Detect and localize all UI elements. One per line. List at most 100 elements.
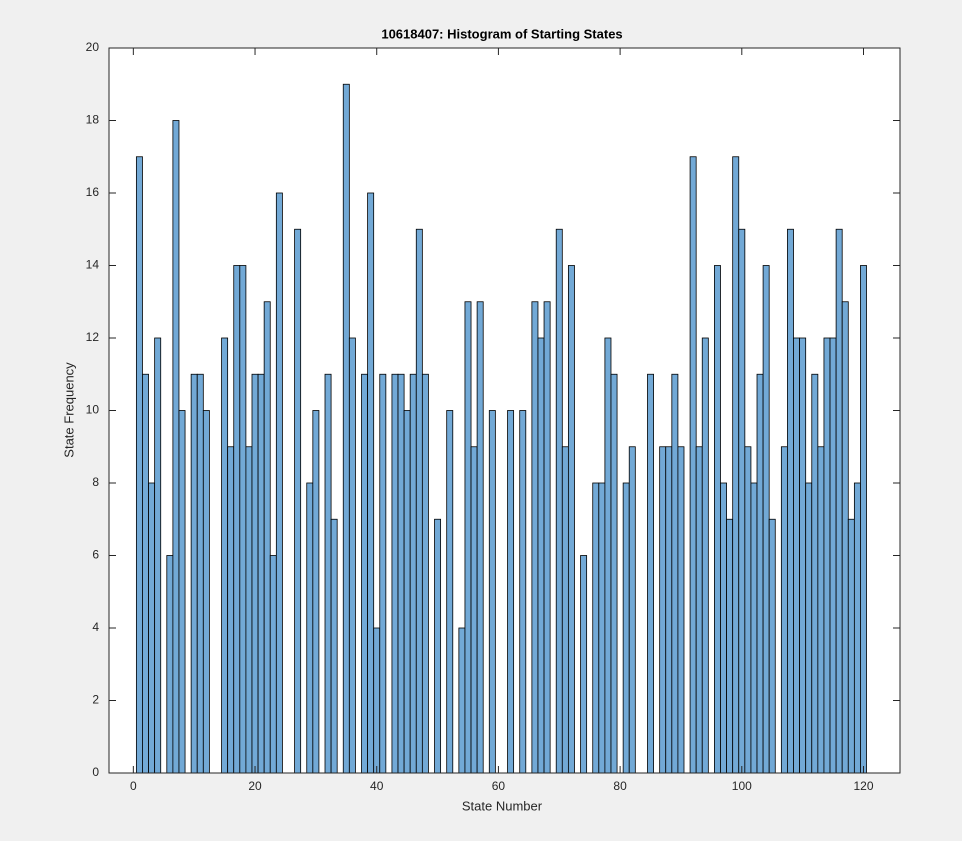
bar bbox=[695, 446, 703, 774]
bar bbox=[628, 446, 636, 774]
y-tick-label: 14 bbox=[86, 258, 100, 272]
x-tick-label: 20 bbox=[248, 779, 262, 793]
x-tick-label: 120 bbox=[853, 779, 873, 793]
bar bbox=[531, 301, 539, 774]
bar bbox=[799, 337, 807, 774]
bar bbox=[823, 337, 831, 774]
x-tick-label: 0 bbox=[130, 779, 137, 793]
y-tick-label: 8 bbox=[92, 475, 99, 489]
bar bbox=[239, 265, 247, 774]
bar bbox=[361, 373, 368, 774]
bar bbox=[555, 228, 563, 774]
bar bbox=[166, 555, 174, 774]
bar bbox=[580, 555, 588, 774]
bar bbox=[373, 627, 381, 774]
y-tick-label: 6 bbox=[92, 548, 99, 562]
bar bbox=[476, 301, 484, 774]
bar bbox=[434, 518, 442, 774]
bar bbox=[835, 228, 843, 774]
y-tick-label: 0 bbox=[92, 765, 99, 779]
bar bbox=[135, 156, 143, 774]
bar bbox=[604, 337, 612, 774]
bar bbox=[507, 410, 515, 774]
bar bbox=[312, 410, 320, 774]
y-tick-label: 2 bbox=[92, 693, 99, 707]
bar bbox=[458, 627, 466, 774]
bar bbox=[659, 446, 667, 774]
bar bbox=[732, 156, 740, 774]
bar bbox=[689, 156, 697, 774]
x-tick-label: 40 bbox=[370, 779, 384, 793]
x-tick-label: 80 bbox=[613, 779, 627, 793]
bar bbox=[519, 410, 527, 774]
bar bbox=[817, 446, 825, 774]
x-axis-label: State Number bbox=[462, 798, 543, 813]
bar bbox=[470, 446, 478, 774]
bar bbox=[768, 518, 776, 774]
bar bbox=[348, 337, 356, 774]
bar bbox=[379, 373, 387, 774]
bar bbox=[294, 228, 302, 774]
bar bbox=[391, 373, 399, 774]
bar bbox=[464, 301, 472, 774]
bar bbox=[178, 410, 186, 774]
bar bbox=[726, 518, 734, 774]
bar bbox=[561, 446, 569, 774]
bar bbox=[567, 265, 575, 774]
bar bbox=[421, 373, 429, 774]
bar bbox=[148, 482, 156, 774]
bar bbox=[805, 482, 813, 774]
bar bbox=[671, 373, 679, 774]
bar bbox=[196, 373, 204, 774]
bar bbox=[202, 410, 210, 774]
bar bbox=[537, 337, 545, 774]
y-tick-label: 12 bbox=[86, 330, 100, 344]
bar bbox=[793, 337, 801, 774]
bar bbox=[860, 265, 867, 774]
bar bbox=[403, 410, 411, 774]
bar bbox=[257, 373, 265, 774]
bar bbox=[853, 482, 861, 774]
y-tick-label: 10 bbox=[86, 403, 100, 417]
bar bbox=[841, 301, 849, 774]
bar bbox=[847, 518, 855, 774]
bar bbox=[756, 373, 764, 774]
bar bbox=[811, 373, 819, 774]
bar bbox=[227, 446, 235, 774]
y-tick-label: 18 bbox=[86, 113, 100, 127]
bar bbox=[409, 373, 417, 774]
bar bbox=[269, 555, 277, 774]
bar bbox=[780, 446, 788, 774]
bar bbox=[744, 446, 752, 774]
bar bbox=[677, 446, 685, 774]
bar bbox=[543, 301, 551, 774]
bar bbox=[142, 373, 149, 774]
bar bbox=[446, 410, 454, 774]
bar bbox=[263, 301, 271, 774]
bar bbox=[275, 192, 283, 774]
bar bbox=[762, 265, 770, 774]
bar bbox=[787, 228, 794, 774]
y-tick-label: 16 bbox=[86, 185, 100, 199]
bar bbox=[592, 482, 600, 774]
y-tick-label: 4 bbox=[92, 620, 99, 634]
bar bbox=[367, 192, 375, 774]
bar bbox=[488, 410, 496, 774]
bar bbox=[598, 482, 606, 774]
bar bbox=[233, 265, 241, 774]
bar bbox=[397, 373, 405, 774]
bar bbox=[251, 373, 259, 774]
bar bbox=[154, 337, 162, 774]
x-tick-label: 60 bbox=[492, 779, 506, 793]
bar bbox=[720, 482, 727, 774]
bar bbox=[342, 83, 350, 774]
y-tick-label: 20 bbox=[86, 40, 100, 54]
bar bbox=[738, 228, 746, 774]
bar bbox=[714, 265, 721, 774]
bar bbox=[647, 373, 654, 774]
bar bbox=[415, 228, 423, 774]
bar bbox=[829, 337, 837, 774]
bar bbox=[172, 120, 180, 774]
